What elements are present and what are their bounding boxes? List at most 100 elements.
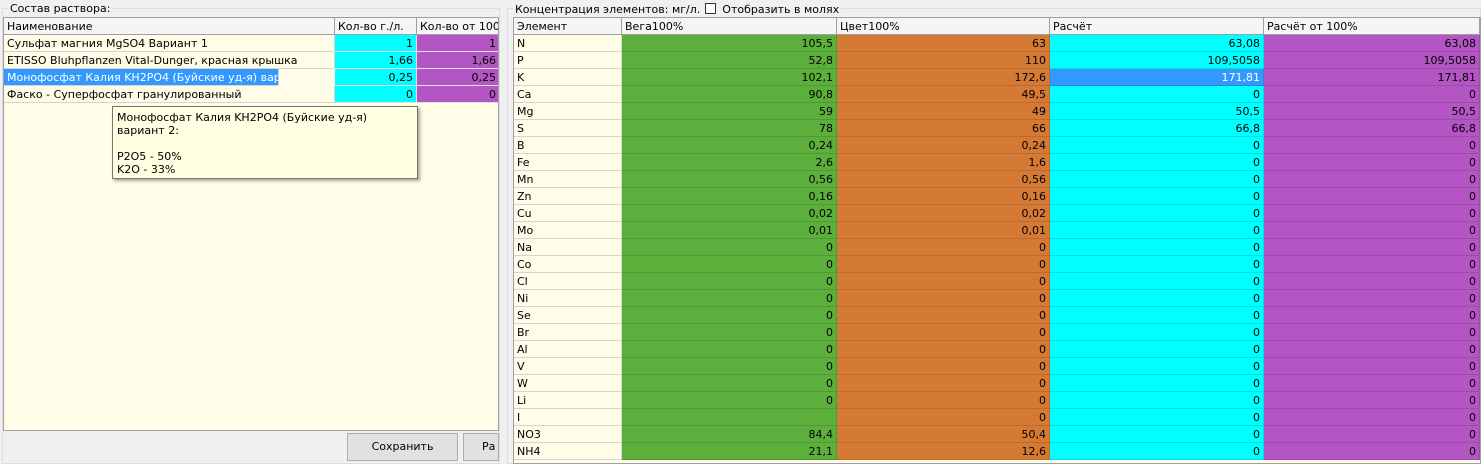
row-element-cell[interactable]: Al [514,341,622,358]
row-cvet-cell[interactable]: 50,4 [837,426,1050,443]
row-element-cell[interactable]: Li [514,392,622,409]
row-calc-cell[interactable]: 0 [1050,205,1264,222]
row-vega-cell[interactable]: 0 [622,341,837,358]
row-vega-cell[interactable]: 0 [622,324,837,341]
row-element-cell[interactable]: I [514,409,622,426]
row-cvet-cell[interactable]: 0 [837,358,1050,375]
row-pct-cell[interactable]: 1,66 [417,52,498,69]
row-calc100-cell[interactable]: 0 [1264,324,1480,341]
save-button[interactable]: Сохранить [347,433,458,461]
row-calc100-cell[interactable]: 0 [1264,358,1480,375]
row-cvet-cell[interactable]: 63 [837,35,1050,52]
row-cvet-cell[interactable]: 66 [837,120,1050,137]
row-cvet-cell[interactable]: 110 [837,52,1050,69]
row-calc-cell[interactable]: 171,81 [1050,69,1264,86]
row-calc-cell[interactable]: 0 [1050,341,1264,358]
row-cvet-cell[interactable]: 12,6 [837,443,1050,460]
row-vega-cell[interactable]: 59 [622,103,837,120]
row-calc100-cell[interactable]: 0 [1264,426,1480,443]
row-name-cell[interactable]: Фаско - Суперфосфат гранулированный [4,86,335,103]
row-calc-cell[interactable]: 0 [1050,443,1264,460]
row-vega-cell[interactable]: 105,5 [622,35,837,52]
row-vega-cell[interactable]: 0 [622,307,837,324]
row-calc100-cell[interactable]: 0 [1264,154,1480,171]
row-calc100-cell[interactable]: 0 [1264,137,1480,154]
row-calc100-cell[interactable]: 171,81 [1264,69,1480,86]
row-calc100-cell[interactable]: 0 [1264,188,1480,205]
row-cvet-cell[interactable]: 0 [837,392,1050,409]
row-pct-cell[interactable]: 0,25 [417,69,498,86]
row-calc100-cell[interactable]: 0 [1264,290,1480,307]
row-vega-cell[interactable]: 0 [622,392,837,409]
row-element-cell[interactable]: S [514,120,622,137]
row-qty-cell[interactable]: 1,66 [335,52,417,69]
row-calc-cell[interactable]: 0 [1050,392,1264,409]
row-calc100-cell[interactable]: 0 [1264,341,1480,358]
row-vega-cell[interactable]: 78 [622,120,837,137]
row-calc100-cell[interactable]: 0 [1264,375,1480,392]
row-vega-cell[interactable]: 0 [622,239,837,256]
column-header-calc[interactable]: Расчёт [1050,18,1264,35]
row-cvet-cell[interactable]: 0 [837,273,1050,290]
row-element-cell[interactable]: W [514,375,622,392]
moles-checkbox-label[interactable]: Отобразить в молях [722,3,840,16]
row-vega-cell[interactable]: 0,01 [622,222,837,239]
row-calc100-cell[interactable]: 0 [1264,392,1480,409]
row-cvet-cell[interactable]: 0 [837,239,1050,256]
row-element-cell[interactable]: Mn [514,171,622,188]
column-header-qty[interactable]: Кол-во г./л. [335,18,417,35]
row-calc-cell[interactable]: 0 [1050,409,1264,426]
row-element-cell[interactable]: Fe [514,154,622,171]
row-element-cell[interactable]: Cu [514,205,622,222]
row-cvet-cell[interactable]: 172,6 [837,69,1050,86]
row-name-cell[interactable]: ETISSO Bluhpflanzen Vital-Dunger, красна… [4,52,335,69]
row-name-cell[interactable]: Монофосфат Калия KH2PO4 (Буйские уд-я) в… [4,69,279,86]
row-calc100-cell[interactable]: 0 [1264,307,1480,324]
row-calc100-cell[interactable]: 0 [1264,409,1480,426]
row-vega-cell[interactable]: 0 [622,358,837,375]
row-cvet-cell[interactable]: 0,01 [837,222,1050,239]
column-header-calc100[interactable]: Расчёт от 100% [1264,18,1480,35]
solution-composition-table[interactable]: Наименование Кол-во г./л. Кол-во от 100%… [3,17,499,431]
row-element-cell[interactable]: B [514,137,622,154]
row-calc100-cell[interactable]: 63,08 [1264,35,1480,52]
row-calc100-cell[interactable]: 109,5058 [1264,52,1480,69]
row-name-cell[interactable]: Сульфат магния MgSO4 Вариант 1 [4,35,335,52]
row-element-cell[interactable]: Se [514,307,622,324]
row-vega-cell[interactable]: 0,16 [622,188,837,205]
row-cvet-cell[interactable]: 0,16 [837,188,1050,205]
row-cvet-cell[interactable]: 49 [837,103,1050,120]
row-vega-cell[interactable]: 0,56 [622,171,837,188]
row-vega-cell[interactable]: 0 [622,290,837,307]
row-element-cell[interactable]: V [514,358,622,375]
row-qty-cell[interactable]: 1 [335,35,417,52]
row-calc100-cell[interactable]: 0 [1264,256,1480,273]
row-calc-cell[interactable]: 0 [1050,426,1264,443]
row-vega-cell[interactable]: 0,24 [622,137,837,154]
row-calc-cell[interactable]: 0 [1050,188,1264,205]
row-cvet-cell[interactable]: 0 [837,256,1050,273]
row-cvet-cell[interactable]: 0 [837,341,1050,358]
row-cvet-cell[interactable]: 0,56 [837,171,1050,188]
secondary-button[interactable]: Ра [463,433,499,461]
row-calc-cell[interactable]: 63,08 [1050,35,1264,52]
row-vega-cell[interactable]: 84,4 [622,426,837,443]
row-vega-cell[interactable]: 52,8 [622,52,837,69]
column-header-name[interactable]: Наименование [4,18,335,35]
row-vega-cell[interactable]: 90,8 [622,86,837,103]
row-vega-cell[interactable]: 0 [622,273,837,290]
row-calc-cell[interactable]: 0 [1050,375,1264,392]
row-calc100-cell[interactable]: 0 [1264,222,1480,239]
row-calc-cell[interactable]: 0 [1050,154,1264,171]
row-element-cell[interactable]: Mo [514,222,622,239]
row-calc100-cell[interactable]: 50,5 [1264,103,1480,120]
row-element-cell[interactable]: Mg [514,103,622,120]
row-element-cell[interactable]: N [514,35,622,52]
row-element-cell[interactable]: NO3 [514,426,622,443]
row-vega-cell[interactable] [622,409,837,426]
row-cvet-cell[interactable]: 0 [837,409,1050,426]
row-vega-cell[interactable]: 0,02 [622,205,837,222]
row-element-cell[interactable]: Zn [514,188,622,205]
moles-checkbox[interactable] [704,3,716,14]
row-calc-cell[interactable]: 0 [1050,273,1264,290]
